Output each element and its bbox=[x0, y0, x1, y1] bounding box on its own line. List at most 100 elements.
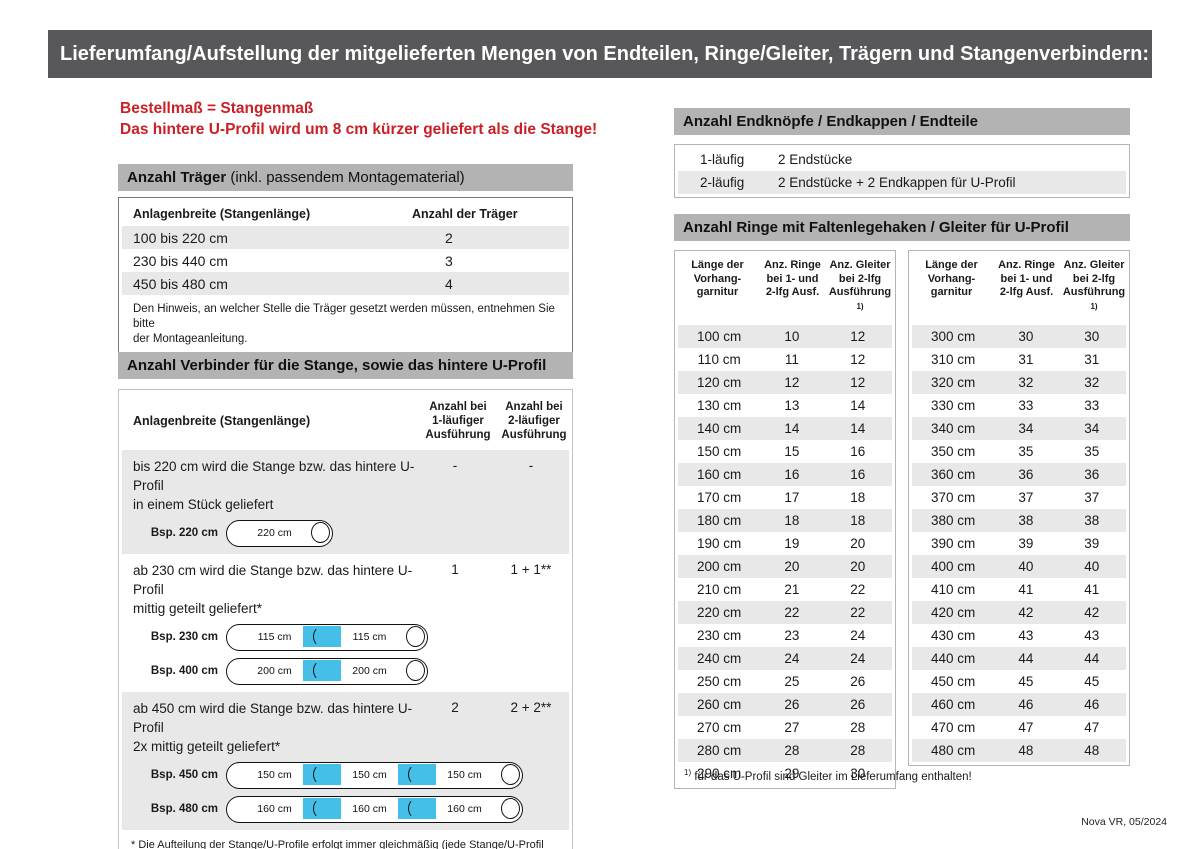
rod-graphic: 150 cm 150 cm 150 cm bbox=[226, 761, 523, 789]
table-row: 130 cm 13 14 bbox=[678, 394, 892, 417]
table-cell: 100 cm bbox=[696, 328, 742, 344]
rod-segment-length: 220 cm bbox=[257, 527, 292, 539]
table-cell: 21 bbox=[784, 581, 800, 597]
table-cell: 18 bbox=[850, 512, 866, 528]
table-row: 430 cm 43 43 bbox=[912, 624, 1126, 647]
table-cell: 250 cm bbox=[696, 673, 742, 689]
ringe-col-ringe: Anz. Ringe bei 1- und 2-lfg Ausf. bbox=[998, 259, 1055, 298]
table-cell: 18 bbox=[850, 489, 866, 505]
table-cell: 32 bbox=[1018, 374, 1034, 390]
verbinder-block-bis-220: bis 220 cm wird die Stange bzw. das hint… bbox=[122, 450, 569, 554]
table-cell: 390 cm bbox=[930, 535, 976, 551]
table-row: 220 cm 22 22 bbox=[678, 600, 892, 624]
verbinder-block-text: ab 450 cm wird die Stange bzw. das hinte… bbox=[133, 701, 413, 754]
ringe-col-laenge: Länge der Vorhang-garnitur bbox=[691, 259, 744, 298]
table-row: 170 cm 17 18 bbox=[678, 486, 892, 509]
table-cell: 13 bbox=[784, 397, 800, 413]
table-cell: 340 cm bbox=[930, 420, 976, 436]
verbinder-value-1lfg: - bbox=[452, 458, 458, 473]
table-row: 230 bis 440 cm 3 bbox=[122, 249, 569, 272]
rod-segment-length: 115 cm bbox=[352, 631, 387, 643]
table-row: 190 cm 19 20 bbox=[678, 532, 892, 555]
order-size-notice: Bestellmaß = Stangenmaß Das hintere U-Pr… bbox=[120, 98, 597, 140]
table-cell: 20 bbox=[784, 558, 800, 574]
endteile-table: 1-läufig 2 Endstücke 2-läufig 2 Endstücke +… bbox=[674, 144, 1130, 198]
table-cell: 20 bbox=[850, 535, 866, 551]
rod-diagram-label: Bsp. 450 cm bbox=[150, 769, 218, 781]
table-cell: 2 Endstücke + 2 Endkappen für U-Profil bbox=[778, 175, 1016, 190]
rod-end-cap-icon bbox=[406, 659, 425, 681]
table-cell: 10 bbox=[784, 328, 800, 344]
table-cell: 210 cm bbox=[696, 581, 742, 597]
table-cell: 44 bbox=[1084, 650, 1100, 666]
table-row: 390 cm 39 39 bbox=[912, 532, 1126, 555]
table-cell: 19 bbox=[784, 535, 800, 551]
table-cell: 24 bbox=[850, 627, 866, 643]
table-cell: 2 bbox=[445, 229, 453, 246]
traeger-title-bold: Anzahl Träger bbox=[127, 169, 227, 186]
rod-segment: 150 cm bbox=[303, 763, 417, 788]
table-row: 100 bis 220 cm 2 bbox=[122, 226, 569, 249]
table-cell: 130 cm bbox=[696, 397, 742, 413]
table-row: 210 cm 21 22 bbox=[678, 578, 892, 601]
table-cell: 170 cm bbox=[696, 489, 742, 505]
rod-segment-length: 150 cm bbox=[447, 769, 482, 781]
verbinder-col-1laeufig: Anzahl bei 1-läufiger Ausführung bbox=[425, 401, 491, 441]
rod-segment: 200 cm bbox=[303, 659, 417, 684]
table-cell: 47 bbox=[1018, 719, 1034, 735]
ringe-footnote: 1) für das U-Profil sind Gleiter im Lief… bbox=[684, 768, 972, 783]
verbinder-value-2lfg: 1 + 1** bbox=[510, 562, 552, 577]
table-cell: 480 cm bbox=[930, 742, 976, 758]
rod-segment-length: 160 cm bbox=[352, 803, 387, 815]
rod-diagram: Bsp. 220 cm 220 cm bbox=[122, 518, 569, 548]
rod-segment-length: 200 cm bbox=[257, 665, 292, 677]
rod-segment-length: 160 cm bbox=[447, 803, 482, 815]
ringe-rows-right: 300 cm 30 30 310 cm 31 31 320 cm 32 32 330 cm 33 33… bbox=[909, 324, 1129, 762]
rod-segment-length: 150 cm bbox=[352, 769, 387, 781]
table-row: 1-läufig 2 Endstücke bbox=[678, 148, 1126, 171]
verbinder-value-2lfg: 2 + 2** bbox=[510, 700, 552, 715]
table-row: 380 cm 38 38 bbox=[912, 508, 1126, 532]
table-cell: 22 bbox=[784, 604, 800, 620]
ringe-table-right-header: Länge der Vorhang-garnitur Anz. Ringe bei … bbox=[909, 253, 1129, 325]
table-row: 350 cm 35 35 bbox=[912, 440, 1126, 463]
table-cell: 460 cm bbox=[930, 696, 976, 712]
table-row: 360 cm 36 36 bbox=[912, 462, 1126, 486]
table-cell: 14 bbox=[850, 397, 866, 413]
table-cell: 36 bbox=[1084, 466, 1100, 482]
rod-joint-arc-icon bbox=[313, 625, 331, 647]
rod-end-cap-icon bbox=[501, 797, 520, 819]
rod-segment-length: 115 cm bbox=[257, 631, 292, 643]
rod-segment: 115 cm bbox=[303, 625, 417, 650]
rod-segment: 160 cm bbox=[227, 797, 322, 822]
rod-segment: 150 cm bbox=[227, 763, 322, 788]
table-cell: 35 bbox=[1084, 443, 1100, 459]
table-cell: 300 cm bbox=[930, 328, 976, 344]
rod-joint-arc-icon bbox=[313, 797, 331, 819]
table-cell: 26 bbox=[784, 696, 800, 712]
table-cell: 24 bbox=[784, 650, 800, 666]
table-cell: 45 bbox=[1084, 673, 1100, 689]
table-cell: 380 cm bbox=[930, 512, 976, 528]
endteile-rows: 1-läufig 2 Endstücke 2-läufig 2 Endstücke +… bbox=[675, 148, 1129, 194]
table-cell: 360 cm bbox=[930, 466, 976, 482]
table-cell: 31 bbox=[1084, 351, 1100, 367]
table-row: 310 cm 31 31 bbox=[912, 348, 1126, 371]
traeger-rows: 100 bis 220 cm 2 230 bis 440 cm 3 450 bis 48… bbox=[119, 226, 572, 295]
table-cell: 37 bbox=[1018, 489, 1034, 505]
verbinder-value-1lfg: 1 bbox=[451, 562, 459, 577]
table-cell: 46 bbox=[1084, 696, 1100, 712]
table-cell: 30 bbox=[1018, 328, 1034, 344]
table-cell: 190 cm bbox=[696, 535, 742, 551]
notice-line-2: Das hintere U-Profil wird um 8 cm kürzer… bbox=[120, 121, 598, 138]
table-row: 460 cm 46 46 bbox=[912, 692, 1126, 716]
verbinder-section-header: Anzahl Verbinder für die Stange, sowie d… bbox=[118, 352, 573, 379]
table-cell: 48 bbox=[1018, 742, 1034, 758]
rod-joint-arc-icon bbox=[408, 763, 426, 785]
table-row: 300 cm 30 30 bbox=[912, 324, 1126, 348]
table-cell: 4 bbox=[445, 275, 453, 292]
table-cell: 370 cm bbox=[930, 489, 976, 505]
table-cell: 33 bbox=[1084, 397, 1100, 413]
verbinder-table: Anlagenbreite (Stangenlänge) Anzahl bei … bbox=[118, 389, 573, 849]
table-row: 140 cm 14 14 bbox=[678, 416, 892, 440]
